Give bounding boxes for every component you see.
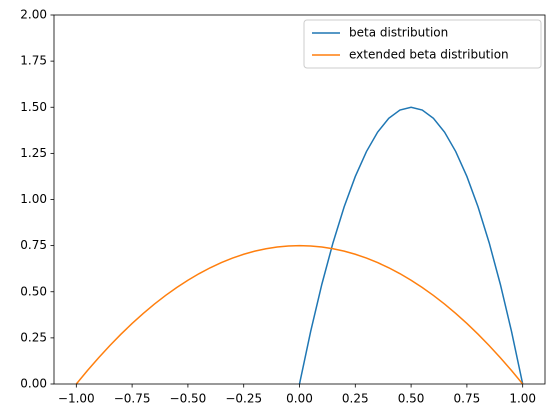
series-line — [75, 244, 524, 385]
y-tick-label: 2.00 — [20, 8, 47, 22]
legend-label: extended beta distribution — [349, 48, 509, 62]
y-tick-label: 1.25 — [20, 146, 47, 160]
y-tick-label: 1.00 — [20, 192, 47, 206]
x-tick-label: −1.00 — [58, 392, 95, 406]
x-tick-label: 1.00 — [509, 392, 536, 406]
x-tick-label: 0.25 — [342, 392, 369, 406]
x-tick-label: −0.50 — [170, 392, 207, 406]
y-tick-label: 1.75 — [20, 54, 47, 68]
y-tick-label: 1.50 — [20, 100, 47, 114]
y-tick-label: 0.75 — [20, 238, 47, 252]
y-tick-label: 0.00 — [20, 377, 47, 391]
y-tick-label: 0.50 — [20, 284, 47, 298]
y-tick-label: 0.25 — [20, 330, 47, 344]
legend-label: beta distribution — [349, 26, 448, 40]
legend-box — [303, 19, 542, 69]
x-tick-label: 0.50 — [398, 392, 425, 406]
x-tick-label: 0.75 — [454, 392, 481, 406]
x-tick-label: 0.00 — [286, 392, 313, 406]
series-line — [298, 106, 524, 385]
plot-frame — [53, 14, 546, 385]
x-tick-label: −0.25 — [225, 392, 262, 406]
x-tick-label: −0.75 — [114, 392, 151, 406]
